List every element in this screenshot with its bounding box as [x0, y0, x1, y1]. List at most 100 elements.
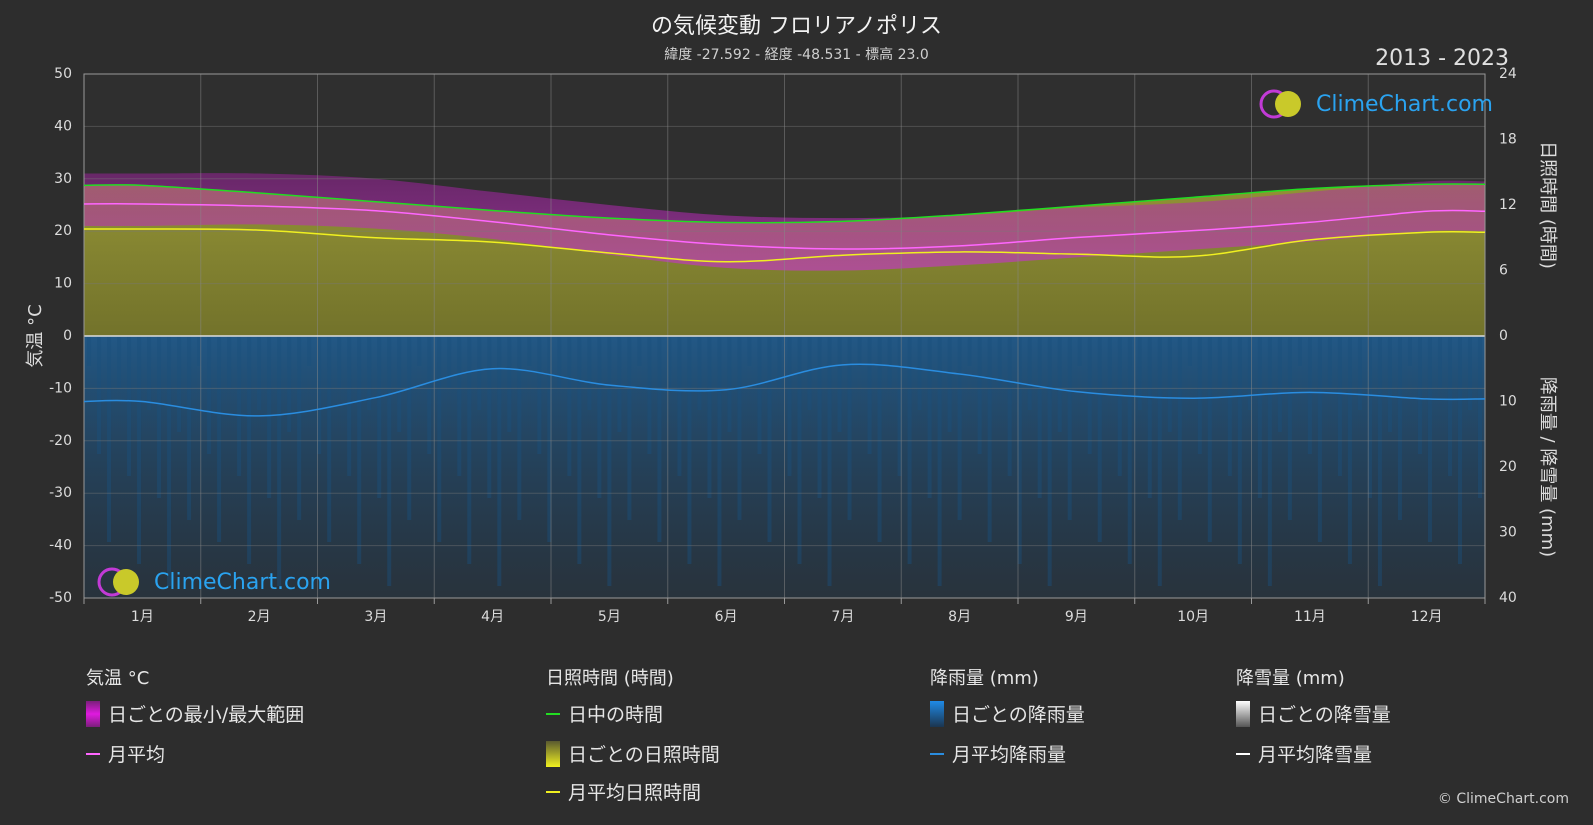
- legend-daily-sunshine: 日ごとの日照時間: [546, 740, 720, 767]
- daily-rain-bar: [217, 336, 222, 542]
- legend-rain-head: 降雨量 (mm): [930, 668, 1039, 689]
- daily-rain-bar: [1447, 336, 1452, 476]
- x-tick-label: 4月: [481, 609, 504, 625]
- daily-rain-bar: [987, 336, 992, 542]
- daily-rain-bar: [727, 336, 732, 432]
- daily-rain-bar: [497, 336, 502, 586]
- daily-rain-bar: [1347, 336, 1352, 564]
- daily-rain-bar: [307, 336, 312, 366]
- x-tick-label: 2月: [248, 609, 271, 625]
- x-tick-label: 6月: [715, 609, 738, 625]
- left-axis-label: 気温 °C: [25, 304, 46, 367]
- left-tick-label: 50: [54, 66, 72, 82]
- right-top-tick-label: 12: [1499, 197, 1517, 213]
- logo-top[interactable]: ClimeChart.com: [1258, 88, 1493, 120]
- daily-rain-bar: [1387, 336, 1392, 432]
- daily-rain-bar: [1177, 336, 1182, 520]
- daily-rain-bar: [687, 336, 692, 564]
- x-tick-label: 10月: [1177, 609, 1209, 625]
- legend-snow-mean: 月平均降雪量: [1236, 740, 1372, 767]
- legend-temp-mean: 月平均: [86, 740, 165, 767]
- daily-rain-bar: [597, 336, 602, 498]
- daily-rain-bar: [657, 336, 662, 542]
- daily-rain-bar: [677, 336, 682, 476]
- daily-rain-bar: [267, 336, 272, 498]
- legend-rain-mean: 月平均降雨量: [930, 740, 1066, 767]
- daily-rain-bar: [757, 336, 762, 454]
- left-tick-label: -40: [49, 538, 72, 554]
- daily-rain-bar: [1047, 336, 1052, 586]
- daily-rain-bar: [717, 336, 722, 586]
- daily-rain-bar: [1207, 336, 1212, 542]
- daily-rain-bar: [627, 336, 632, 520]
- right-bottom-tick-label: 40: [1499, 590, 1517, 606]
- daily-rain-bar: [1027, 336, 1032, 410]
- daily-rain-bar: [1067, 336, 1072, 520]
- daily-rain-bar: [927, 336, 932, 498]
- left-tick-label: -20: [49, 433, 72, 449]
- daily-rain-bar: [1327, 336, 1332, 388]
- daily-rain-bar: [557, 336, 562, 388]
- daily-rain-bar: [1077, 336, 1082, 366]
- daily-rain-bar: [187, 336, 192, 520]
- daily-rain-bar: [137, 336, 142, 564]
- daily-rain-bar: [997, 336, 1002, 388]
- daily-rain-bar: [487, 336, 492, 498]
- daily-rain-bar: [337, 336, 342, 388]
- daily-rain-bar: [697, 336, 702, 410]
- daily-rain-bar: [177, 336, 182, 432]
- daily-rain-bar: [1057, 336, 1062, 432]
- daily-rain-bar: [127, 336, 132, 476]
- copyright: © ClimeChart.com: [1437, 791, 1569, 807]
- snow-mean-swatch: [1236, 752, 1250, 755]
- logo-text: ClimeChart.com: [154, 569, 331, 595]
- daily-rain-bar: [257, 336, 262, 410]
- logo-bottom[interactable]: ClimeChart.com: [96, 566, 331, 598]
- daily-rain-bar: [1187, 336, 1192, 366]
- daily-rain-bar: [1467, 336, 1472, 410]
- daily-rain-bar: [1307, 336, 1312, 454]
- daily-rain-bar: [737, 336, 742, 520]
- x-tick-label: 3月: [364, 609, 387, 625]
- daily-rain-bar: [1317, 336, 1322, 542]
- daily-rain-bar: [247, 336, 252, 564]
- daily-rain-bar: [407, 336, 412, 520]
- daily-rain-bar: [347, 336, 352, 476]
- daily-rain-bar: [747, 336, 752, 366]
- daily-rain-bar: [417, 336, 422, 366]
- daily-rain-bar: [767, 336, 772, 542]
- left-tick-label: 0: [63, 328, 72, 344]
- daily-rain-bar: [517, 336, 522, 520]
- daily-rain-bar: [817, 336, 822, 498]
- daily-rain-bar: [877, 336, 882, 542]
- daily-rain-bar: [1267, 336, 1272, 586]
- daily-rain-bar: [117, 336, 122, 388]
- daily-rain-bar: [617, 336, 622, 432]
- chart-title: の気候変動 フロリアノポリス: [650, 14, 942, 39]
- x-tick-label: 1月: [131, 609, 154, 625]
- logo-text: ClimeChart.com: [1316, 91, 1493, 117]
- daily-rain-bar: [1357, 336, 1362, 410]
- daily-rain-bar: [207, 336, 212, 454]
- left-tick-label: -10: [49, 380, 72, 396]
- daily-rain-bar: [707, 336, 712, 498]
- daily-rain-bar: [1377, 336, 1382, 586]
- daily-rain-bar: [227, 336, 232, 388]
- daily-rain-bar: [1247, 336, 1252, 410]
- legend-daily-rain-label: 日ごとの降雨量: [952, 704, 1085, 726]
- daily-rain-bar: [377, 336, 382, 498]
- right-bottom-axis-label: 降雨量 / 降雪量 (mm): [1537, 377, 1558, 557]
- daily-rain-bar: [107, 336, 112, 542]
- daily-rain-bar: [1417, 336, 1422, 454]
- x-tick-label: 5月: [598, 609, 621, 625]
- daily-rain-bar: [167, 336, 172, 586]
- daily-rain-bar: [587, 336, 592, 410]
- right-bottom-tick-label: 30: [1499, 525, 1517, 541]
- right-top-axis-label: 日照時間 (時間): [1537, 141, 1558, 269]
- daily-rain-bar: [527, 336, 532, 366]
- right-top-tick-label: 18: [1499, 132, 1517, 148]
- daily-rain-bar: [297, 336, 302, 520]
- daily-rain-bar: [317, 336, 322, 454]
- x-tick-label: 8月: [948, 609, 971, 625]
- x-tick-label: 9月: [1065, 609, 1088, 625]
